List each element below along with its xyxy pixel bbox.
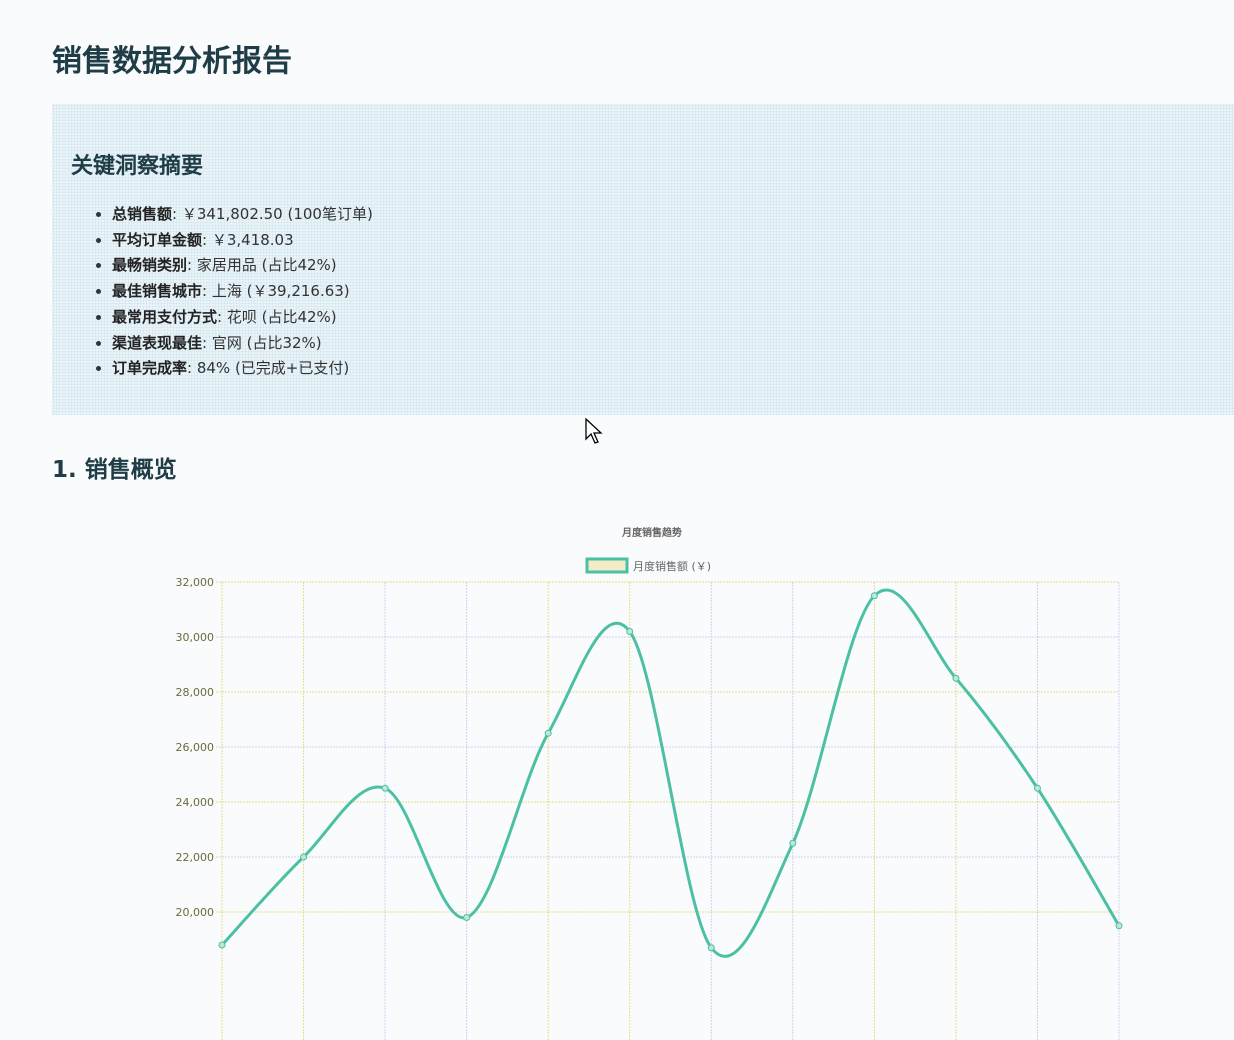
series-line	[220, 588, 1121, 958]
data-point	[707, 944, 715, 952]
item-value: : 上海 (￥39,216.63)	[202, 282, 350, 301]
y-tick-label: 32,000	[176, 576, 215, 589]
y-tick-label: 30,000	[176, 631, 215, 644]
page-title: 销售数据分析报告	[52, 44, 292, 79]
data-point	[1033, 784, 1041, 792]
monthly-sales-line-chart: 月度销售趋势 月度销售额 (￥) 20,000 22,000 24,000 26,00…	[176, 526, 1123, 1040]
item-label: 平均订单金额	[112, 230, 203, 249]
legend-label[interactable]: 月度销售额 (￥)	[633, 559, 711, 573]
item-label: 最常用支付方式	[112, 307, 218, 326]
item-value: : 官网 (占比32%)	[202, 333, 322, 352]
y-tick-label: 22,000	[176, 851, 215, 864]
section-heading-sales-overview: 1. 销售概览	[52, 457, 177, 483]
data-point	[544, 729, 552, 737]
item-label: 最畅销类别	[112, 256, 188, 275]
summary-item: 最佳销售城市: 上海 (￥39,216.63)	[112, 279, 373, 305]
y-tick-label: 24,000	[176, 796, 215, 809]
summary-item: 最畅销类别: 家居用品 (占比42%)	[112, 253, 373, 279]
summary-item: 总销售额: ￥341,802.50 (100笔订单)	[112, 202, 373, 228]
item-value: : 家居用品 (占比42%)	[187, 256, 337, 275]
data-point	[381, 784, 389, 792]
data-point	[1115, 922, 1123, 930]
y-tick-label: 26,000	[176, 741, 215, 754]
summary-item: 最常用支付方式: 花呗 (占比42%)	[112, 305, 373, 331]
item-value: : ￥3,418.03	[202, 230, 294, 249]
insight-summary-box: 关键洞察摘要 总销售额: ￥341,802.50 (100笔订单) 平均订单金额…	[52, 104, 1234, 415]
summary-item: 订单完成率: 84% (已完成+已支付)	[112, 356, 373, 382]
summary-item: 渠道表现最佳: 官网 (占比32%)	[112, 331, 373, 357]
mouse-cursor-icon	[585, 418, 603, 444]
data-point	[952, 674, 960, 682]
data-point	[300, 853, 308, 861]
item-label: 最佳销售城市	[112, 282, 203, 301]
item-label: 渠道表现最佳	[112, 333, 203, 352]
data-point	[626, 628, 634, 635]
data-point	[789, 839, 797, 847]
summary-item: 平均订单金额: ￥3,418.03	[112, 228, 373, 254]
chart-title: 月度销售趋势	[621, 526, 682, 539]
data-point	[870, 592, 878, 600]
data-point	[463, 914, 471, 921]
y-tick-label: 20,000	[176, 906, 215, 919]
summary-heading: 关键洞察摘要	[71, 154, 204, 179]
item-value: : ￥341,802.50 (100笔订单)	[172, 205, 373, 223]
y-tick-label: 28,000	[176, 686, 215, 699]
item-value: : 84% (已完成+已支付)	[187, 359, 350, 378]
summary-list: 总销售额: ￥341,802.50 (100笔订单) 平均订单金额: ￥3,41…	[92, 202, 373, 382]
legend-swatch[interactable]	[585, 557, 629, 574]
item-value: : 花呗 (占比42%)	[217, 307, 337, 326]
item-label: 订单完成率	[112, 359, 188, 378]
data-point	[218, 941, 226, 949]
item-label: 总销售额	[112, 205, 173, 223]
